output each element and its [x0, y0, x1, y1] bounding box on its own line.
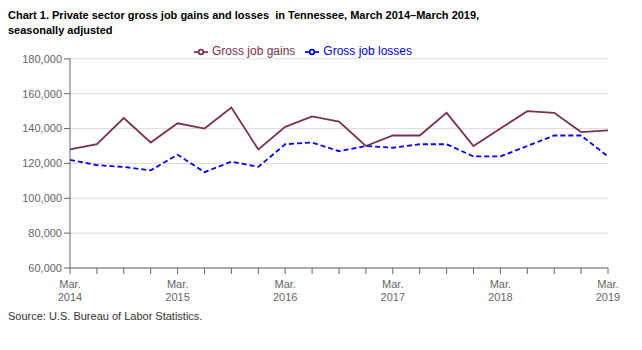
svg-text:100,000: 100,000 [22, 192, 62, 204]
svg-text:120,000: 120,000 [22, 157, 62, 169]
html-text:Gross job losses: Gross job losses [323, 44, 412, 58]
html-text:Gross job gains: Gross job gains [212, 44, 296, 58]
svg-text:180,000: 180,000 [22, 53, 62, 65]
svg-text:Mar.2017: Mar.2017 [381, 278, 405, 303]
svg-text:Mar.2019: Mar.2019 [596, 278, 620, 303]
svg-text:Mar.2016: Mar.2016 [273, 278, 297, 303]
html-text:seasonally adjusted: seasonally adjusted [8, 24, 113, 36]
html-text:Chart 1. Private sector gross: Chart 1. Private sector gross job gains … [8, 9, 480, 21]
svg-text:Mar.2018: Mar.2018 [488, 278, 512, 303]
html-text:Source: U.S. Bureau of Labor S: Source: U.S. Bureau of Labor Statistics. [8, 310, 203, 322]
svg-text:140,000: 140,000 [22, 122, 62, 134]
svg-text:Mar.2014: Mar.2014 [58, 278, 82, 303]
svg-text:160,000: 160,000 [22, 88, 62, 100]
svg-text:60,000: 60,000 [28, 262, 62, 274]
svg-text:Mar.2015: Mar.2015 [165, 278, 189, 303]
svg-text:80,000: 80,000 [28, 227, 62, 239]
